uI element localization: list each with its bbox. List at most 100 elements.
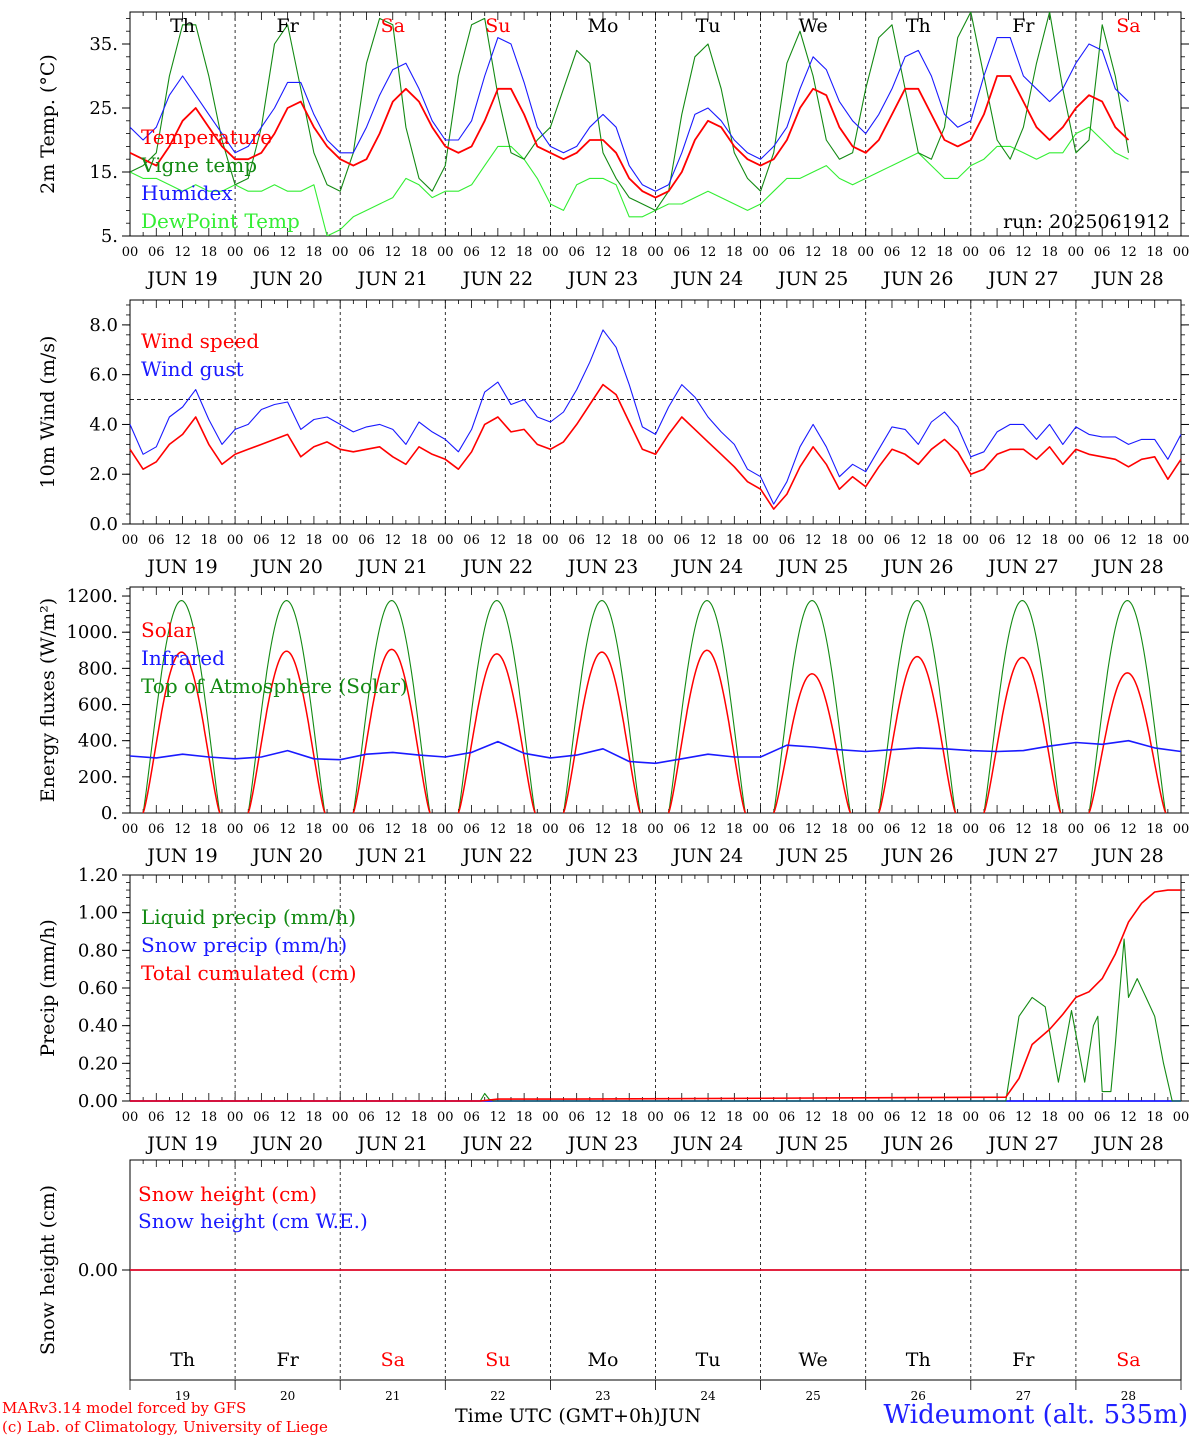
date-label: JUN 23	[566, 845, 638, 867]
hour-tick-label: 12	[910, 1110, 927, 1125]
weekday-label: Th	[170, 1349, 195, 1371]
hour-tick-label: 12	[805, 822, 822, 837]
date-label: JUN 26	[881, 556, 953, 578]
hour-tick-label: 00	[332, 533, 349, 548]
y-tick-label: 0.20	[78, 1053, 118, 1074]
y-tick-label: 8.0	[89, 315, 118, 336]
time-axis-title: Time UTC (GMT+0h)JUN	[455, 1405, 701, 1427]
hour-tick-label: 18	[726, 822, 743, 837]
temperature-panel: 5. 15. 25. 35. 2m Temp. (°C) Th Fr Sa Su Mo Tu We Th…	[37, 11, 1189, 290]
hour-tick-label: 18	[726, 533, 743, 548]
time-axis-month: JUN	[660, 1405, 701, 1427]
y-tick-label: 2.0	[89, 464, 118, 485]
hour-tick-label: 18	[936, 245, 953, 260]
date-label: JUN 28	[1091, 556, 1163, 578]
legend-entry: Liquid precip (mm/h)	[141, 905, 356, 929]
toa-solar-line	[983, 600, 1062, 814]
hour-tick-label: 18	[201, 822, 218, 837]
day-number-label: 25	[806, 1389, 821, 1403]
hour-tick-label: 06	[568, 1110, 585, 1125]
date-label: JUN 23	[566, 268, 638, 290]
date-label: JUN 28	[1091, 845, 1163, 867]
date-label: JUN 20	[250, 1133, 322, 1155]
series-line	[130, 75, 1130, 199]
hour-tick-label: 06	[884, 822, 901, 837]
hour-tick-label: 18	[306, 822, 323, 837]
weekday-label: Fr	[1012, 1349, 1035, 1371]
hour-tick-label: 18	[1041, 1110, 1058, 1125]
hour-tick-label: 12	[1120, 533, 1137, 548]
weekday-label: Th	[170, 15, 195, 37]
hour-tick-label: 12	[910, 822, 927, 837]
hour-tick-label: 12	[174, 822, 191, 837]
legend-entry: Wind speed	[141, 329, 259, 353]
hour-tick-label: 12	[279, 533, 296, 548]
hour-tick-label: 18	[1041, 822, 1058, 837]
date-label: JUN 21	[356, 556, 428, 578]
legend-entry: Wind gust	[141, 357, 244, 381]
date-label: JUN 21	[356, 1133, 428, 1155]
day-number-label: 21	[385, 1389, 400, 1403]
infrared-line	[129, 739, 1182, 765]
hour-tick-label: 00	[857, 822, 874, 837]
hour-tick-label: 12	[174, 533, 191, 548]
hour-tick-label: 00	[122, 822, 139, 837]
hour-tick-label: 18	[621, 245, 638, 260]
hour-tick-label: 18	[306, 533, 323, 548]
date-label: JUN 23	[566, 556, 638, 578]
hour-tick-label: 00	[227, 822, 244, 837]
hour-tick-label: 12	[910, 245, 927, 260]
credit-lab: (c) Lab. of Climatology, University of L…	[2, 1418, 328, 1436]
toa-solar-line	[668, 600, 746, 814]
legend-entry: DewPoint Temp	[141, 209, 300, 233]
hour-tick-label: 18	[306, 245, 323, 260]
hour-tick-label: 06	[674, 822, 691, 837]
hour-tick-label: 06	[1094, 822, 1111, 837]
hour-tick-label: 00	[1173, 533, 1190, 548]
hour-tick-label: 00	[437, 1110, 454, 1125]
hour-tick-label: 12	[700, 1110, 717, 1125]
hour-tick-label: 00	[1068, 822, 1085, 837]
meteogram-panels: 5. 15. 25. 35. 2m Temp. (°C) Th Fr Sa Su Mo Tu We Th…	[37, 11, 1190, 1403]
hour-tick-label: 06	[148, 245, 165, 260]
hour-tick-label: 00	[122, 533, 139, 548]
day-number-label: 26	[911, 1389, 926, 1403]
hour-tick-label: 00	[963, 822, 980, 837]
plot-frame	[129, 299, 1182, 525]
hour-tick-label: 12	[384, 822, 401, 837]
hour-tick-label: 00	[227, 533, 244, 548]
hour-tick-label: 00	[1068, 533, 1085, 548]
hour-tick-label: 00	[647, 822, 664, 837]
hour-tick-label: 00	[1173, 822, 1190, 837]
hour-tick-label: 06	[148, 533, 165, 548]
date-label: JUN 19	[145, 1133, 217, 1155]
weekday-label: Su	[485, 15, 510, 37]
hour-tick-label: 00	[542, 1110, 559, 1125]
weekday-label: We	[799, 1349, 828, 1371]
hour-tick-label: 06	[358, 245, 375, 260]
hour-tick-label: 18	[726, 245, 743, 260]
solar-line	[457, 653, 536, 814]
hour-tick-label: 06	[253, 1110, 270, 1125]
hour-tick-label: 12	[279, 1110, 296, 1125]
run-label: run: 2025061912	[1003, 211, 1170, 233]
hour-tick-label: 18	[1146, 1110, 1163, 1125]
hour-tick-label: 12	[1015, 245, 1032, 260]
hour-tick-label: 00	[857, 1110, 874, 1125]
date-label: JUN 25	[776, 268, 848, 290]
weekday-label: Sa	[381, 15, 405, 37]
hour-tick-label: 00	[1173, 1110, 1190, 1125]
hour-tick-label: 12	[595, 822, 612, 837]
hour-tick-label: 12	[384, 1110, 401, 1125]
solar-line	[1088, 672, 1167, 814]
y-tick-label: 1.00	[78, 903, 118, 924]
hour-tick-label: 12	[595, 245, 612, 260]
wind-panel: 0.0 2.0 4.0 6.0 8.0 10m Wind (m/s) Wind speed W…	[37, 299, 1190, 578]
hour-tick-label: 06	[148, 1110, 165, 1125]
solar-line	[247, 650, 326, 814]
hour-tick-label: 18	[411, 533, 428, 548]
hour-tick-label: 18	[936, 533, 953, 548]
toa-solar-line	[878, 600, 957, 814]
date-label: JUN 25	[776, 845, 848, 867]
hour-tick-label: 00	[963, 1110, 980, 1125]
